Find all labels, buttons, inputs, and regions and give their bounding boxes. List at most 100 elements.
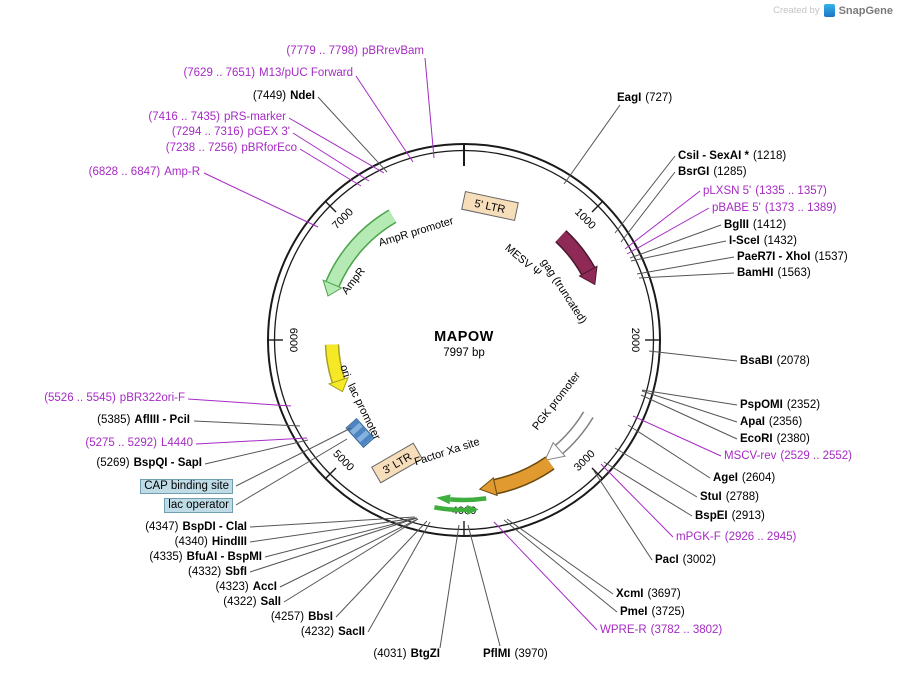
site-name: PmeI bbox=[620, 606, 648, 618]
label-bamhi[interactable]: BamHI (1563) bbox=[737, 267, 811, 280]
site-name: BfuAI - BspMI bbox=[186, 551, 262, 563]
site-name: WPRE-R bbox=[600, 624, 647, 636]
site-name: pBRforEco bbox=[241, 142, 297, 154]
watermark-brand: SnapGene bbox=[838, 4, 893, 17]
site-position: (7449) bbox=[252, 90, 287, 102]
site-position: (2352) bbox=[786, 399, 821, 411]
feature-ori[interactable] bbox=[324, 344, 349, 393]
site-position: (7779 .. 7798) bbox=[286, 45, 358, 57]
label-pflmi[interactable]: PflMI (3970) bbox=[483, 648, 548, 661]
plasmid-size: 7997 bp bbox=[443, 347, 485, 359]
label-i-scei[interactable]: I-SceI (1432) bbox=[729, 235, 797, 248]
site-position: (2356) bbox=[768, 416, 803, 428]
label-prs-marker[interactable]: (7416 .. 7435) pRS-marker bbox=[148, 111, 286, 124]
site-position: (727) bbox=[645, 92, 673, 104]
feature-5-ltr[interactable]: 5' LTR bbox=[461, 190, 519, 222]
feature-name: CAP binding site bbox=[144, 480, 229, 492]
site-name: MSCV-rev bbox=[724, 450, 777, 462]
label-cap-binding-site[interactable]: CAP binding site bbox=[140, 479, 233, 494]
feature-name: lac operator bbox=[168, 499, 229, 511]
label-wpre-r[interactable]: WPRE-R (3782 .. 3802) bbox=[600, 624, 722, 637]
feature-gag-truncated[interactable] bbox=[555, 230, 598, 286]
label-plxsn-5[interactable]: pLXSN 5' (1335 .. 1357) bbox=[703, 185, 827, 198]
label-amp-r[interactable]: (6828 .. 6847) Amp-R bbox=[89, 166, 200, 179]
site-name: BspEI bbox=[695, 510, 728, 522]
feature-pgk-promoter[interactable] bbox=[544, 411, 594, 461]
ruler-ticks bbox=[268, 144, 660, 536]
label-agei[interactable]: AgeI (2604) bbox=[713, 472, 775, 485]
plasmid-name: MAPOW bbox=[434, 329, 494, 345]
site-position: (2529 .. 2552) bbox=[780, 450, 853, 462]
site-position: (4332) bbox=[188, 566, 222, 578]
site-name: SalI bbox=[260, 596, 281, 608]
label-stui[interactable]: StuI (2788) bbox=[700, 491, 759, 504]
site-name: PacI bbox=[655, 554, 679, 566]
label-bspei[interactable]: BspEI (2913) bbox=[695, 510, 765, 523]
label-hindiii[interactable]: (4340) HindIII bbox=[175, 536, 247, 549]
label-csii-sexai[interactable]: CsiI - SexAI * (1218) bbox=[678, 150, 786, 163]
feature-ori-label: ori bbox=[337, 363, 352, 378]
label-bglii[interactable]: BglII (1412) bbox=[724, 219, 786, 232]
site-name: pGEX 3' bbox=[247, 126, 290, 138]
label-ndei[interactable]: (7449) NdeI bbox=[253, 90, 315, 103]
label-sacii[interactable]: (4232) SacII bbox=[301, 626, 365, 639]
label-apai[interactable]: ApaI (2356) bbox=[740, 416, 802, 429]
label-bfuai-bspmi[interactable]: (4335) BfuAI - BspMI bbox=[149, 551, 262, 564]
label-bspqi-sapi[interactable]: (5269) BspQI - SapI bbox=[96, 457, 202, 470]
site-name: BsaBI bbox=[740, 355, 773, 367]
label-pgex-3[interactable]: (7294 .. 7316) pGEX 3' bbox=[172, 126, 290, 139]
feature-orange-gene[interactable] bbox=[478, 456, 555, 497]
watermark-created-by: Created by bbox=[773, 5, 820, 16]
label-bspdi-clai[interactable]: (4347) BspDI - ClaI bbox=[145, 521, 247, 534]
site-name: pBABE 5' bbox=[712, 202, 761, 214]
site-position: (1218) bbox=[752, 150, 787, 162]
site-name: AccI bbox=[252, 581, 277, 593]
site-name: L4440 bbox=[161, 437, 193, 449]
label-pbr322ori-f[interactable]: (5526 .. 5545) pBR322ori-F bbox=[44, 392, 185, 405]
site-position: (1537) bbox=[814, 251, 848, 263]
feature-ampr[interactable] bbox=[322, 209, 397, 297]
site-position: (6828 .. 6847) bbox=[88, 166, 161, 178]
label-pbrrevbam[interactable]: (7779 .. 7798) pBRrevBam bbox=[286, 45, 424, 58]
site-position: (4031) bbox=[373, 648, 407, 660]
label-bsabi[interactable]: BsaBI (2078) bbox=[740, 355, 810, 368]
site-position: (1335 .. 1357) bbox=[755, 185, 827, 197]
label-m13-puc-forward[interactable]: (7629 .. 7651) M13/pUC Forward bbox=[183, 67, 353, 80]
label-mscv-rev[interactable]: MSCV-rev (2529 .. 2552) bbox=[724, 450, 852, 463]
feature-cap-site-and-lac-operator[interactable] bbox=[345, 417, 375, 449]
label-pbrforeco[interactable]: (7238 .. 7256) pBRforEco bbox=[166, 142, 297, 155]
label-paer7i-xhoi[interactable]: PaeR7I - XhoI (1537) bbox=[737, 251, 848, 264]
label-pbabe-5[interactable]: pBABE 5' (1373 .. 1389) bbox=[712, 202, 836, 215]
label-l4440[interactable]: (5275 .. 5292) L4440 bbox=[85, 437, 193, 450]
label-xcmi[interactable]: XcmI (3697) bbox=[616, 588, 681, 601]
ruler-tick-label: 2000 bbox=[629, 328, 641, 352]
label-eagi[interactable]: EagI (727) bbox=[617, 92, 672, 105]
site-name: BsrGI bbox=[678, 166, 710, 178]
site-name: BspQI - SapI bbox=[133, 457, 202, 469]
label-pmei[interactable]: PmeI (3725) bbox=[620, 606, 685, 619]
label-mpgk-f[interactable]: mPGK-F (2926 .. 2945) bbox=[676, 531, 796, 544]
site-position: (4347) bbox=[145, 521, 179, 533]
site-position: (2788) bbox=[725, 491, 759, 503]
label-lac-operator[interactable]: lac operator bbox=[164, 498, 233, 513]
label-pspomi[interactable]: PspOMI (2352) bbox=[740, 399, 820, 412]
label-afliii-pcii[interactable]: (5385) AflIII - PciI bbox=[97, 414, 190, 427]
site-position: (4257) bbox=[270, 611, 305, 623]
site-name: EagI bbox=[617, 92, 642, 104]
feature-green-arrow-reverse[interactable] bbox=[434, 505, 479, 515]
label-btgzi[interactable]: (4031) BtgZI bbox=[373, 648, 440, 661]
label-paci[interactable]: PacI (3002) bbox=[655, 554, 716, 567]
site-position: (2604) bbox=[741, 472, 776, 484]
label-bsrgi[interactable]: BsrGI (1285) bbox=[678, 166, 747, 179]
feature-green-arrow-forward[interactable] bbox=[436, 494, 487, 505]
label-acci[interactable]: (4323) AccI bbox=[215, 581, 277, 594]
label-ecori[interactable]: EcoRI (2380) bbox=[740, 433, 810, 446]
label-sbfi[interactable]: (4332) SbfI bbox=[188, 566, 247, 579]
site-name: StuI bbox=[700, 491, 722, 503]
site-name: HindIII bbox=[211, 536, 247, 548]
site-position: (3697) bbox=[647, 588, 681, 600]
site-position: (3970) bbox=[514, 648, 548, 660]
label-sali[interactable]: (4322) SalI bbox=[223, 596, 281, 609]
label-bbsi[interactable]: (4257) BbsI bbox=[271, 611, 333, 624]
